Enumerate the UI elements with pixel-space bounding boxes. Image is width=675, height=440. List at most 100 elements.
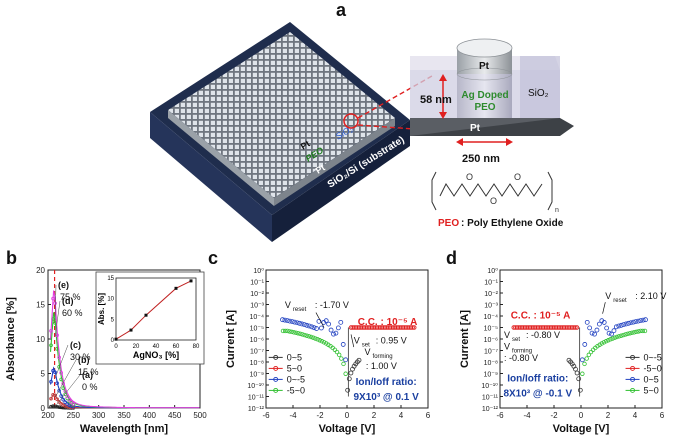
series-point: [51, 296, 55, 301]
data-point-2: [338, 319, 344, 325]
series-point: [57, 388, 61, 393]
series-point: [61, 397, 65, 402]
series-pct: 60 %: [62, 308, 83, 318]
substrate-right-side: [272, 120, 410, 242]
v-reset-label: V: [285, 300, 291, 310]
data-point-3: [326, 342, 331, 347]
oxygen-1: O: [466, 172, 473, 182]
series-point: [51, 392, 55, 397]
substrate-left-side: [150, 112, 272, 242]
legend-text-peo: : Poly Ethylene Oxide: [461, 218, 564, 229]
y-tick-label: 15: [36, 301, 45, 310]
x-tick-label: 0: [579, 411, 584, 420]
oxygen-2: O: [490, 196, 497, 206]
data-point-3: [636, 329, 641, 334]
data-point-2: [596, 321, 602, 327]
cc-label: C.C. : 10⁻⁵ A: [511, 310, 571, 321]
inset-point: [189, 279, 193, 283]
y-tick-label: 20: [36, 266, 45, 275]
ratio-label: Ion/Ioff ratio:: [507, 374, 568, 385]
legend-marker: [273, 376, 279, 382]
x-tick-label: 350: [117, 411, 131, 420]
legend-key-peo: PEO: [438, 218, 459, 229]
data-point-2: [582, 342, 588, 347]
data-point-3: [313, 336, 318, 341]
peo-pillar: [457, 70, 512, 118]
x-tick-label: 0: [345, 411, 350, 420]
inset-y-title: Abs. [%]: [97, 293, 106, 325]
plot-c: -6 -4 -2 0 2 4 6 10⁻¹² 10⁻¹¹ 10⁻¹⁰ 10⁻⁹ 10⁻⁸ 10⁻⁷ 10⁻…: [225, 267, 431, 435]
data-point-2: [623, 321, 629, 327]
legend-label: -5~0: [644, 363, 662, 373]
x-tick-label: 500: [193, 411, 207, 420]
y-tick-label: 10: [36, 335, 45, 344]
data-point-3: [319, 339, 325, 344]
series-leader: [54, 374, 81, 407]
data-point-3: [623, 332, 628, 337]
legend-marker: [630, 354, 635, 360]
data-point-3: [324, 341, 329, 346]
label-pt-bottom: Pt: [314, 162, 327, 175]
data-point-2: [633, 319, 639, 325]
series-pct: 15 %: [78, 367, 99, 377]
data-point-2: [579, 357, 585, 363]
series-point: [53, 404, 57, 409]
data-point-3: [580, 371, 585, 376]
x-axis-title: Voltage [V]: [319, 423, 376, 435]
y-tick-label: 10⁻²: [484, 291, 498, 298]
x-tick-label: 200: [41, 411, 55, 420]
data-point-3: [608, 337, 613, 342]
x-axis-title: Wavelength [nm]: [80, 423, 169, 435]
data-point-3: [300, 332, 305, 337]
y-tick-label: 10⁻⁴: [250, 314, 265, 321]
y-tick-label: 10⁻⁷: [484, 349, 498, 356]
panel-d: d -6 -4 -2 0 2 4 6 10⁻¹² 10⁻¹¹ 10⁻¹⁰ 10⁻⁹ 10⁻⁸ 10⁻⁷ 1…: [446, 248, 666, 435]
label-pt-top: Pt: [299, 138, 312, 151]
series-point: [69, 405, 74, 410]
data-point-3: [625, 331, 630, 337]
inset-x-tick: 0: [114, 344, 118, 350]
legend-label: 5~0: [287, 363, 302, 373]
series-point: [53, 301, 57, 306]
data-point-2: [643, 317, 648, 323]
data-point-2: [328, 327, 334, 333]
y-tick-label: 10⁻¹²: [482, 406, 499, 413]
panel-letter-d: d: [446, 248, 457, 268]
y-tick-label: 10⁻⁹: [250, 372, 264, 379]
v-set-sub: set: [512, 337, 520, 343]
y-tick-label: 10⁰: [253, 267, 264, 275]
series-point: [53, 370, 57, 375]
panel-c: c -6 -4 -2 0 2 4 6 10⁻¹² 10⁻¹¹ 10⁻¹⁰ 10⁻⁹ 10⁻⁸ 10⁻⁷ 1…: [208, 248, 431, 435]
legend-marker: [273, 365, 279, 371]
set-arrow: [350, 334, 355, 348]
v-set-label: V: [354, 336, 360, 346]
x-tick-label: -6: [496, 411, 504, 420]
legend-label: 5~0: [644, 385, 659, 395]
y-tick-label: 10⁻⁵: [484, 326, 498, 333]
legend-label: 0~5: [644, 374, 659, 384]
v-reset-sub: reset: [613, 298, 627, 304]
data-point-2: [587, 325, 593, 331]
data-point-2: [606, 330, 612, 336]
y-tick-label: 10⁻¹²: [248, 406, 265, 413]
crossbar-array: [168, 32, 395, 198]
data-point-2: [309, 324, 315, 330]
plot-d: -6 -4 -2 0 2 4 6 10⁻¹² 10⁻¹¹ 10⁻¹⁰ 10⁻⁹ 10⁻⁸ 10⁻⁷ 10⁻…: [459, 267, 666, 435]
v-set-sub: set: [362, 343, 370, 349]
legend-label: 0~5: [287, 352, 302, 362]
data-point-3: [321, 340, 327, 345]
data-point-2: [301, 322, 307, 327]
data-point-3: [282, 328, 288, 334]
data-point-3: [634, 329, 639, 335]
series-point: [67, 397, 72, 402]
v-forming-value: : 1.00 V: [366, 361, 397, 371]
v-reset-sub: reset: [293, 307, 307, 313]
x-tick-label: 2: [372, 411, 377, 420]
width-label: 250 nm: [462, 153, 500, 165]
data-point-3: [295, 331, 301, 336]
data-point-1: [411, 325, 417, 330]
inset-frame: [115, 277, 197, 341]
panel-letter-a: a: [336, 0, 347, 20]
inset-x-tick: 60: [173, 344, 180, 350]
data-point-3: [584, 356, 589, 361]
